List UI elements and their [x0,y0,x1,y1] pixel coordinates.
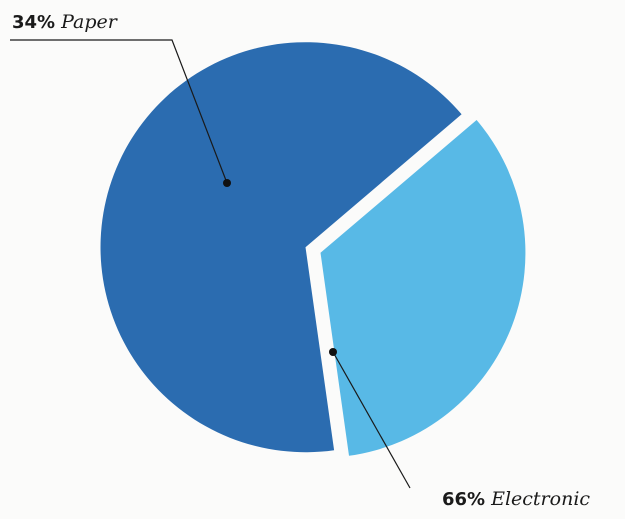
svg-text:34%Paper: 34% Paper [12,11,119,33]
callout-paper: 34% Paper [10,11,231,187]
paper-percent-label: 34% [12,12,55,33]
paper-leader-line [10,39,228,184]
electronic-percent-label: 66% [442,489,485,510]
svg-text:66%Electronic: 66% Electronic [442,488,590,510]
electronic-leader-line [332,351,411,489]
pie-slice-paper [320,120,526,456]
electronic-category-label: Electronic [490,488,590,510]
pie-slice-electronic [100,42,462,453]
electronic-leader-dot [329,348,337,356]
paper-category-label: Paper [60,11,119,33]
callout-electronic: 66% Electronic [329,348,590,510]
pie-slices [100,42,526,456]
paper-leader-dot [223,179,231,187]
